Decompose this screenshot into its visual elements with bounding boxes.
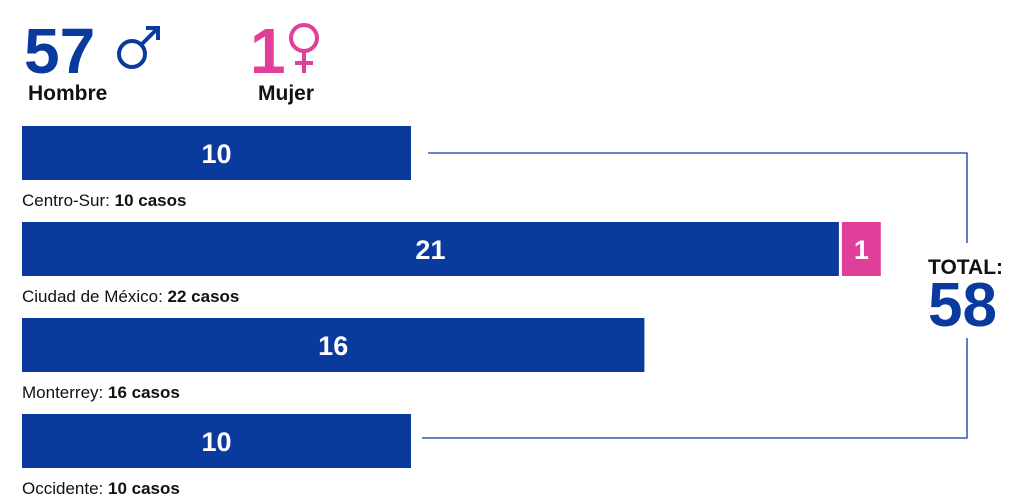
bar-value-label: 1 [854,235,869,265]
bracket [422,152,968,439]
total-value: 58 [928,271,997,340]
category-label: Ciudad de México: 22 casos [22,287,239,306]
bar-value-label: 21 [415,235,445,265]
category-total: 22 casos [168,287,240,306]
category-label: Monterrey: 16 casos [22,383,180,402]
male-icon [117,26,160,69]
category-label: Centro-Sur: 10 casos [22,191,186,210]
female-icon [289,23,319,73]
legend-female: Mujer [258,82,314,105]
total-label: TOTAL: [928,256,1003,279]
bar-value-label: 10 [201,427,231,457]
category-label: Occidente: 10 casos [22,479,180,496]
category-name: Ciudad de México: [22,287,163,306]
bar-value-label: 16 [318,331,348,361]
category-total: 10 casos [108,479,180,496]
category-name: Monterrey: [22,383,103,402]
male-count: 57 [24,15,95,87]
category-name: Centro-Sur: [22,191,110,210]
bar-segment [841,222,881,276]
bar-segment [22,414,411,468]
female-count: 1 [250,15,286,87]
bar-value-label: 10 [201,139,231,169]
legend-male: Hombre [28,82,107,105]
category-total: 16 casos [108,383,180,402]
category-total: 10 casos [115,191,187,210]
category-name: Occidente: [22,479,103,496]
bar-segment [22,222,839,276]
bar-segment [22,126,411,180]
bar-segment [22,318,645,372]
